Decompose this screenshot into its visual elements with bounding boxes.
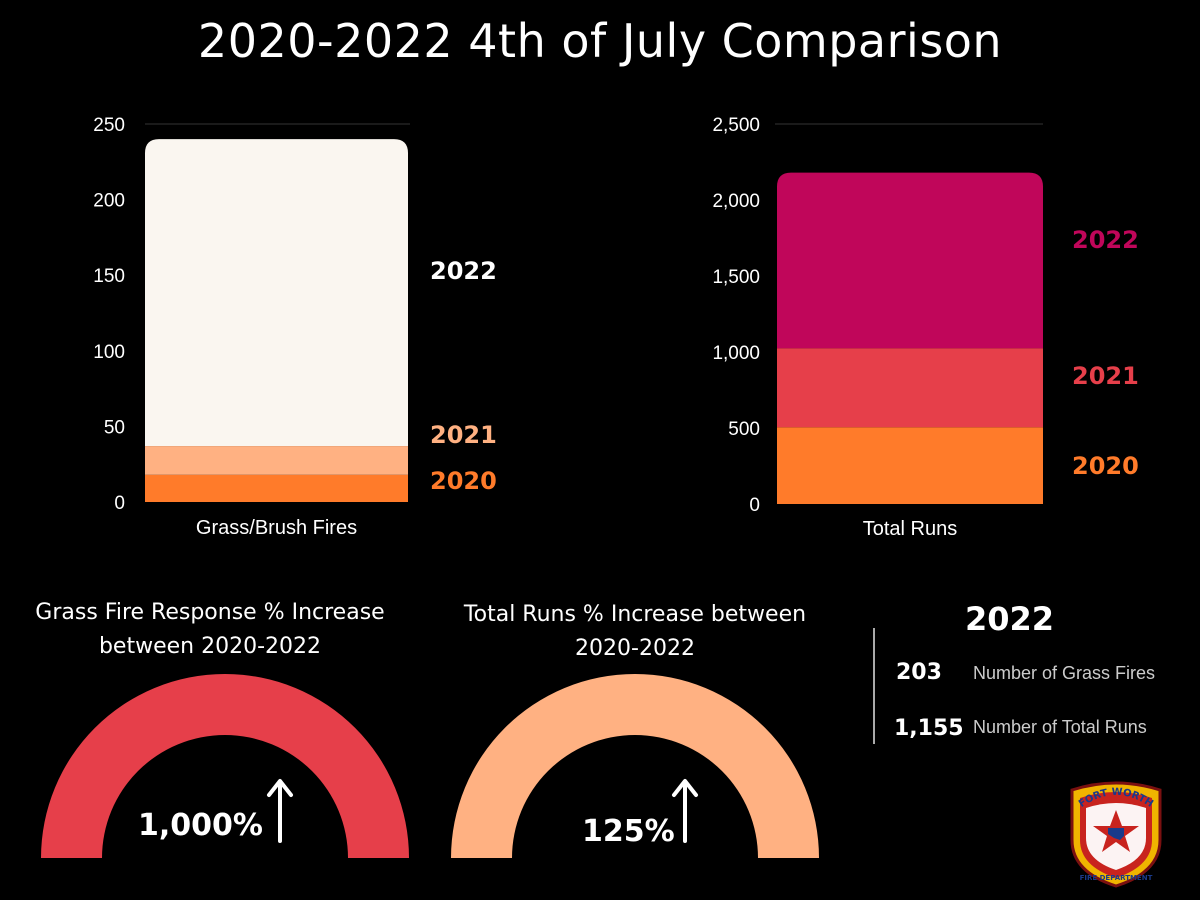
grass-fires-chart: 250 200 150 100 50 0 2020 2021 2022 Grass/Brush F… [93, 115, 497, 539]
runs-ytick-label: 500 [728, 419, 760, 440]
runs-bar-segment-2022 [777, 172, 1043, 349]
runs-gauge-title-line2: 2020-2022 [575, 636, 695, 661]
runs-gauge-title-line1: Total Runs % Increase between [463, 602, 807, 627]
arrow-up-icon [672, 779, 698, 843]
grass-ytick-label: 50 [104, 417, 125, 438]
runs-bar-segment-2021 [777, 348, 1043, 428]
grass-bar-segment-2021 [145, 446, 408, 475]
runs-ytick-label: 2,000 [712, 191, 760, 212]
logo-bottom-text: FIRE DEPARTMENT [1080, 874, 1153, 882]
grass-ytick-label: 150 [93, 266, 125, 287]
runs-ytick-label: 1,500 [712, 267, 760, 288]
total-runs-gauge [451, 674, 819, 858]
runs-bar-segment-2020 [777, 427, 1043, 504]
grass-gauge-value: 1,000% [138, 808, 263, 843]
grass-gauge-title: Grass Fire Response % Increase between 2… [10, 596, 410, 664]
grass-category-label: Grass/Brush Fires [196, 517, 357, 539]
grass-series-label-2021: 2021 [430, 421, 497, 449]
grass-ytick-label: 250 [93, 115, 125, 136]
grass-gauge-title-line2: between 2020-2022 [98, 634, 322, 659]
grass-fire-gauge [41, 674, 409, 858]
runs-ytick-label: 2,500 [712, 115, 760, 136]
runs-gauge-title: Total Runs % Increase between 2020-2022 [435, 598, 835, 666]
arrow-up-icon [267, 779, 293, 843]
stats-divider [873, 628, 875, 744]
fire-department-badge-icon: FORT WORTH FIRE DEPARTMENT [1070, 781, 1162, 888]
stat-total-runs-value: 1,155 [894, 716, 964, 741]
stat-grass-fires-label: Number of Grass Fires [973, 663, 1156, 683]
runs-series-label-2020: 2020 [1072, 452, 1139, 480]
stat-grass-fires-value: 203 [896, 660, 942, 685]
stat-total-runs-label: Number of Total Runs [973, 717, 1147, 737]
grass-bar-segment-2022 [145, 139, 408, 447]
page-title: 2020-2022 4th of July Comparison [197, 14, 1003, 68]
grass-series-label-2022: 2022 [430, 257, 497, 285]
runs-ytick-label: 0 [749, 495, 760, 516]
runs-category-label: Total Runs [863, 518, 958, 540]
grass-fire-gauge-arc [41, 674, 409, 858]
grass-ytick-label: 0 [114, 493, 125, 514]
runs-ytick-label: 1,000 [712, 343, 760, 364]
grass-gauge-title-line1: Grass Fire Response % Increase [35, 600, 385, 625]
runs-gauge-value: 125% [582, 814, 675, 849]
grass-series-label-2020: 2020 [430, 467, 497, 495]
total-runs-gauge-arc [451, 674, 819, 858]
grass-bar-segment-2020 [145, 474, 408, 502]
grass-ytick-label: 200 [93, 191, 125, 212]
stats-year: 2022 [965, 600, 1055, 638]
total-runs-chart: 2,500 2,000 1,500 1,000 500 0 2020 2021 2022 Tota… [712, 115, 1139, 540]
grass-ytick-label: 100 [93, 342, 125, 363]
runs-series-label-2021: 2021 [1072, 362, 1139, 390]
runs-series-label-2022: 2022 [1072, 226, 1139, 254]
